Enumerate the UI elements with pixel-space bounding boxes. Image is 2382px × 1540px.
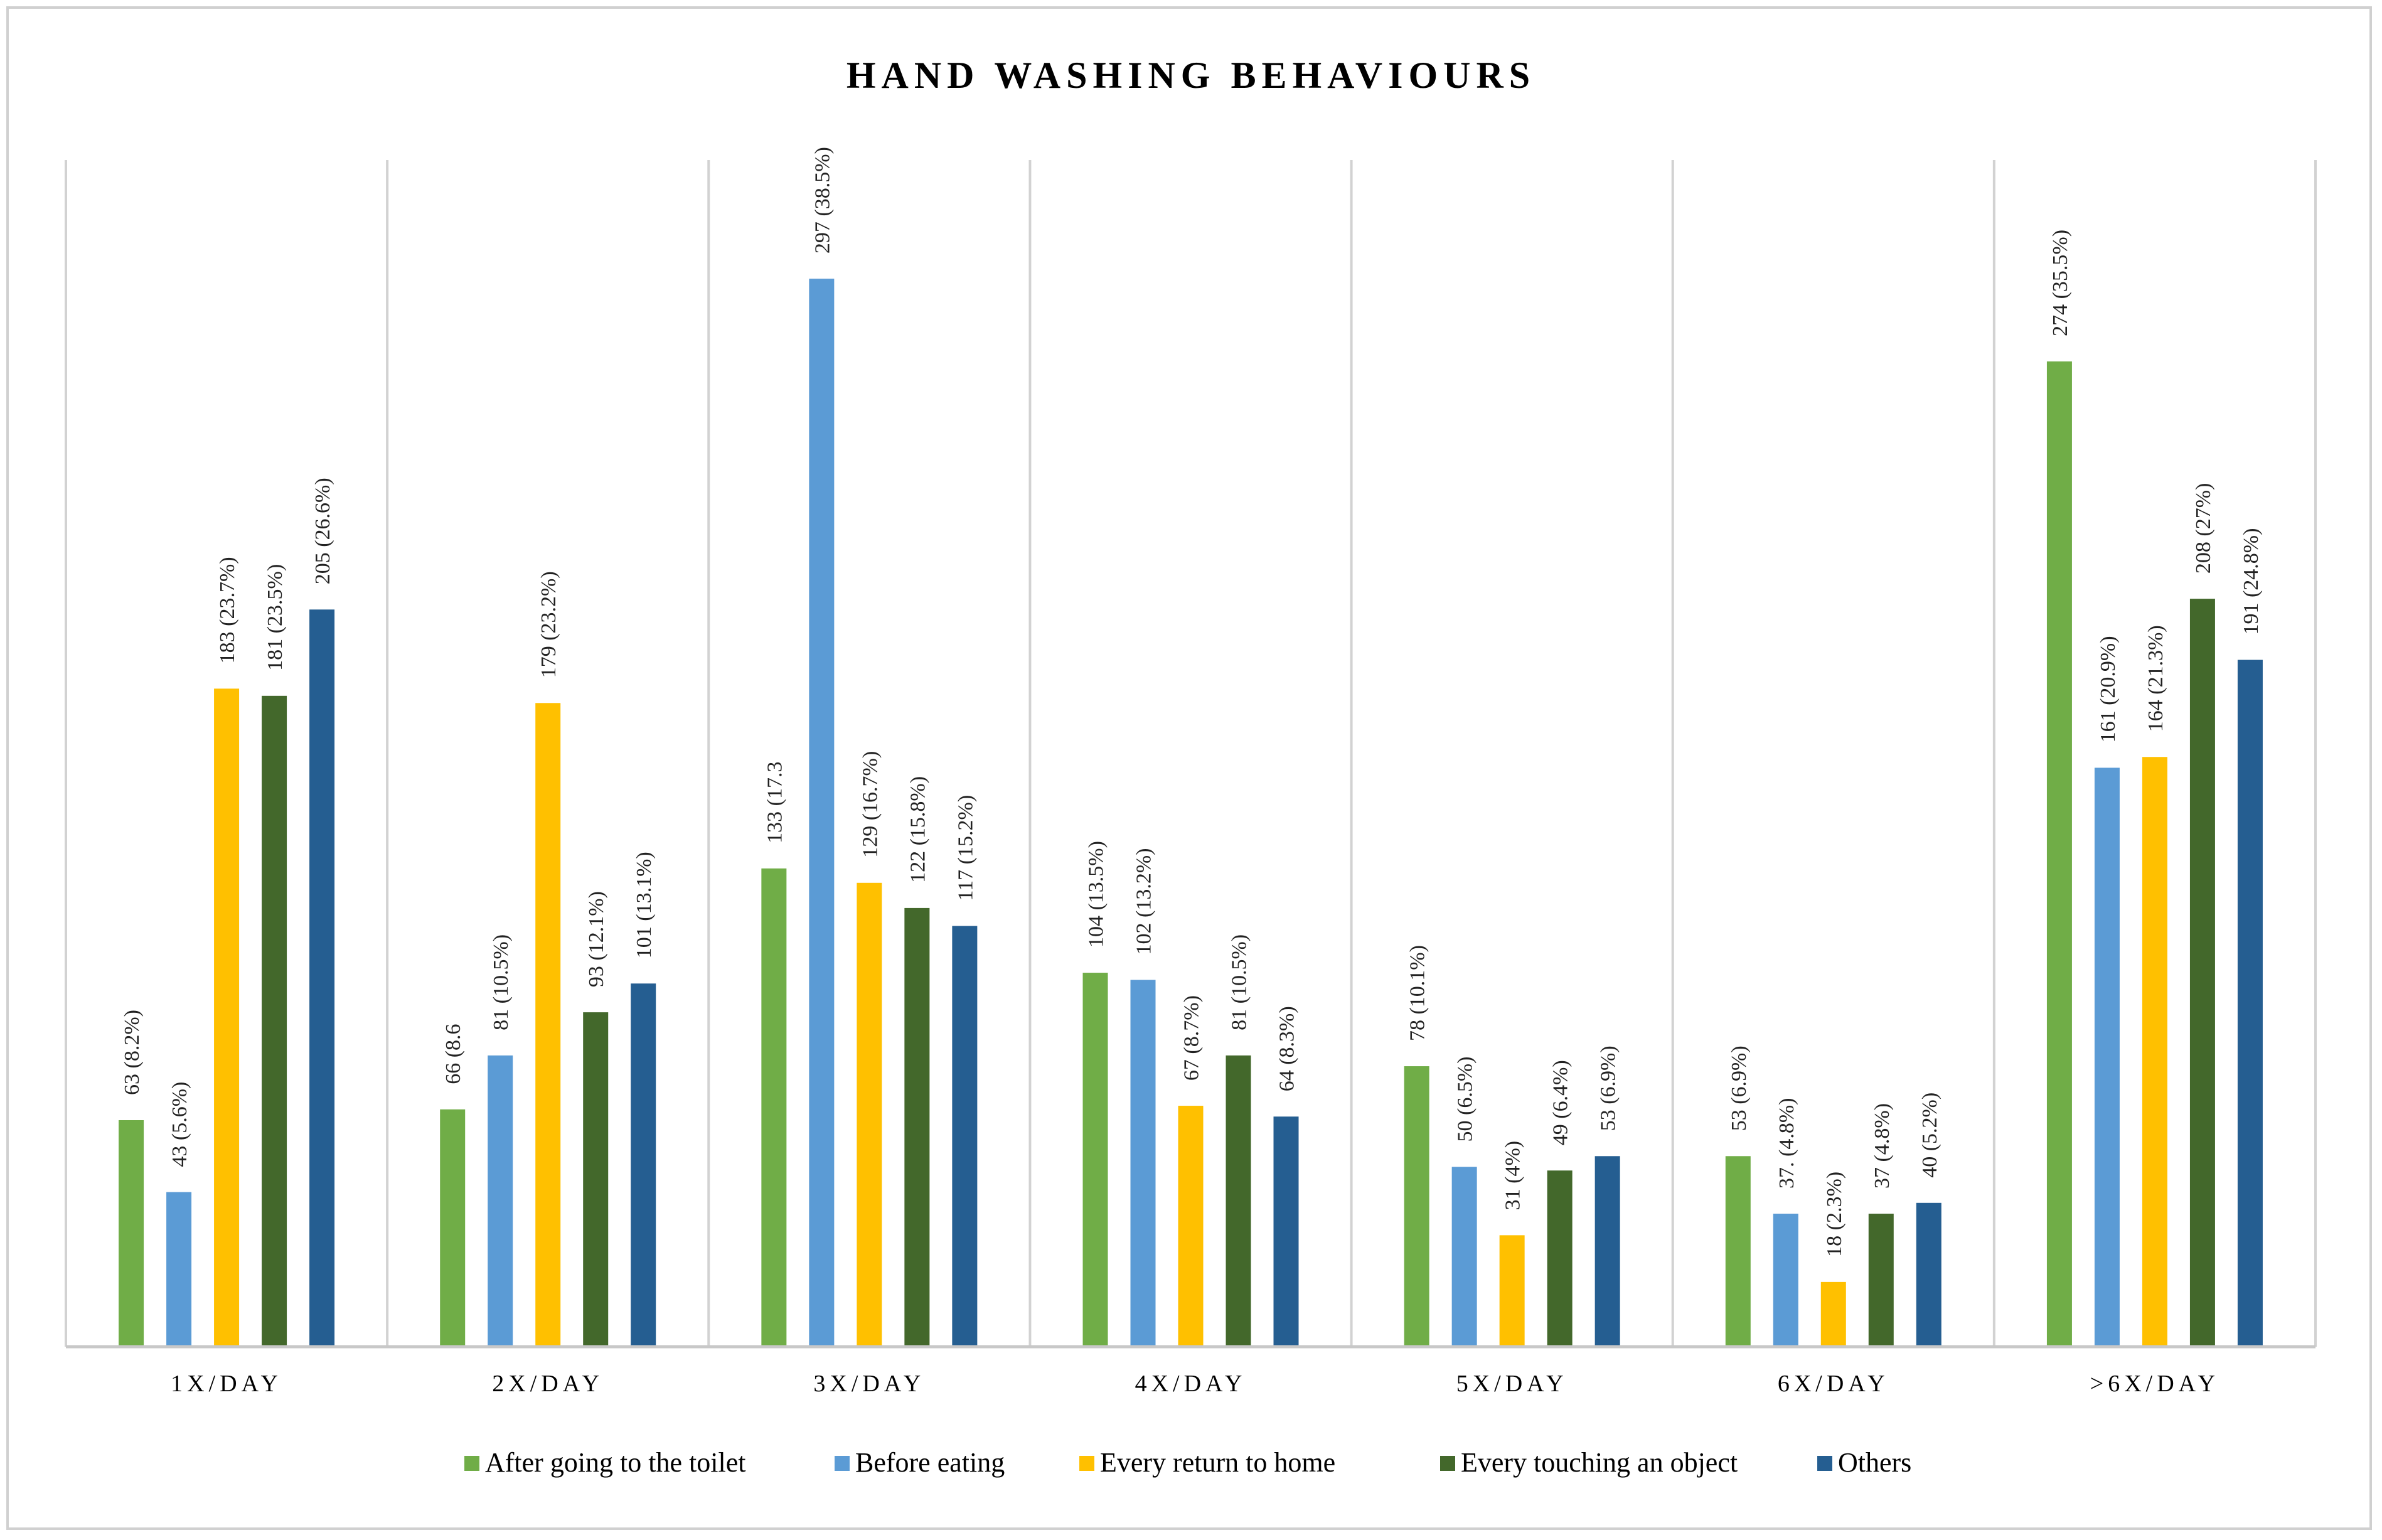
bar	[1273, 1116, 1299, 1347]
data-label: 40 (5.2%)	[1918, 1093, 1941, 1178]
legend-swatch	[1440, 1456, 1455, 1471]
bar	[1178, 1106, 1204, 1347]
chart-title: HAND WASHING BEHAVIOURS	[847, 55, 1535, 96]
bar	[583, 1012, 609, 1347]
category-label: 1X/DAY	[171, 1371, 282, 1397]
legend-label: Before eating	[855, 1447, 1005, 1478]
bar	[761, 868, 787, 1347]
legend-swatch	[835, 1456, 850, 1471]
data-label: 37. (4.8%)	[1775, 1098, 1798, 1189]
bar	[2046, 361, 2072, 1347]
category-label: 2X/DAY	[492, 1371, 604, 1397]
bar	[1082, 973, 1108, 1347]
legend-label: After going to the toilet	[485, 1447, 745, 1478]
bar	[1499, 1235, 1525, 1347]
data-label: 49 (6.4%)	[1549, 1060, 1573, 1145]
data-label: 297 (38.5%)	[811, 147, 834, 254]
bar	[1594, 1156, 1620, 1347]
data-label: 104 (13.5%)	[1085, 841, 1108, 948]
category-label: 6X/DAY	[1778, 1371, 1889, 1397]
data-label: 129 (16.7%)	[858, 751, 882, 858]
data-label: 18 (2.3%)	[1823, 1172, 1846, 1257]
bar	[262, 695, 287, 1347]
data-label: 78 (10.1%)	[1406, 945, 1429, 1041]
data-label: 117 (15.2%)	[954, 795, 977, 901]
bar	[2189, 599, 2215, 1347]
data-label: 191 (24.8%)	[2240, 528, 2263, 635]
bar	[809, 279, 835, 1347]
bar	[631, 983, 656, 1347]
category-axis-labels: 1X/DAY 2X/DAY 3X/DAY 4X/DAY 5X/DAY 6X/DAY >6X/…	[171, 1371, 2219, 1397]
data-label: 66 (8.6	[442, 1024, 465, 1084]
bar	[857, 882, 882, 1347]
bar	[1404, 1066, 1429, 1347]
bar	[488, 1055, 513, 1347]
bar	[1820, 1281, 1846, 1347]
data-label: 67 (8.7%)	[1180, 995, 1204, 1081]
category-label: 5X/DAY	[1456, 1371, 1568, 1397]
category-label: >6X/DAY	[2090, 1371, 2219, 1397]
data-label: 208 (27%)	[2192, 483, 2215, 574]
legend-label: Every touching an object	[1461, 1447, 1738, 1478]
data-label: 274 (35.5%)	[2049, 230, 2072, 336]
bar	[1451, 1167, 1477, 1347]
bar	[2142, 757, 2167, 1347]
data-label: 53 (6.9%)	[1728, 1045, 1751, 1131]
legend-label: Others	[1838, 1447, 1911, 1478]
legend-label: Every return to home	[1100, 1447, 1335, 1478]
data-label: 31 (4%)	[1502, 1141, 1525, 1210]
bar	[1725, 1156, 1751, 1347]
data-label: 93 (12.1%)	[585, 891, 608, 987]
data-label: 101 (13.1%)	[633, 852, 656, 958]
category-dividers	[65, 160, 2317, 1347]
legend-swatch	[1079, 1456, 1094, 1471]
data-label: 50 (6.5%)	[1454, 1057, 1477, 1142]
data-label: 81 (10.5%)	[1228, 934, 1251, 1030]
legend: After going to the toilet Before eating Ev…	[464, 1447, 1911, 1478]
bar	[2237, 660, 2263, 1347]
bars	[119, 279, 2263, 1347]
bar	[1868, 1213, 1894, 1347]
bar	[535, 703, 561, 1347]
bar	[1916, 1202, 1941, 1347]
bar	[119, 1120, 144, 1347]
data-label: 43 (5.6%)	[168, 1082, 191, 1167]
bar	[952, 926, 978, 1347]
bar	[2094, 767, 2120, 1347]
bar	[1773, 1213, 1798, 1347]
legend-swatch	[1817, 1456, 1832, 1471]
bar	[440, 1109, 466, 1347]
data-label: 81 (10.5%)	[489, 934, 513, 1030]
data-label: 133 (17.3	[763, 762, 786, 843]
bar	[166, 1192, 192, 1347]
data-label: 122 (15.8%)	[906, 776, 929, 883]
data-label: 205 (26.6%)	[311, 478, 334, 584]
data-label: 63 (8.2%)	[120, 1010, 144, 1095]
bar	[1130, 980, 1156, 1347]
category-label: 4X/DAY	[1135, 1371, 1247, 1397]
data-label: 181 (23.5%)	[264, 564, 287, 671]
data-label: 161 (20.9%)	[2096, 636, 2120, 742]
data-label: 179 (23.2%)	[537, 571, 560, 678]
bar	[1547, 1170, 1573, 1347]
bar	[214, 688, 240, 1347]
bar	[309, 609, 335, 1347]
data-label: 53 (6.9%)	[1597, 1045, 1620, 1131]
data-label: 102 (13.2%)	[1133, 848, 1156, 955]
bar	[904, 907, 930, 1347]
data-label: 64 (8.3%)	[1276, 1006, 1299, 1091]
bar	[1226, 1055, 1251, 1347]
data-labels: 63 (8.2%) 43 (5.6%) 183 (23.7%) 181 (23.5%)…	[120, 147, 2263, 1257]
category-label: 3X/DAY	[813, 1371, 925, 1397]
data-label: 164 (21.3%)	[2144, 625, 2167, 732]
data-label: 183 (23.7%)	[216, 557, 239, 663]
data-label: 37 (4.8%)	[1871, 1103, 1894, 1189]
legend-swatch	[464, 1456, 479, 1471]
